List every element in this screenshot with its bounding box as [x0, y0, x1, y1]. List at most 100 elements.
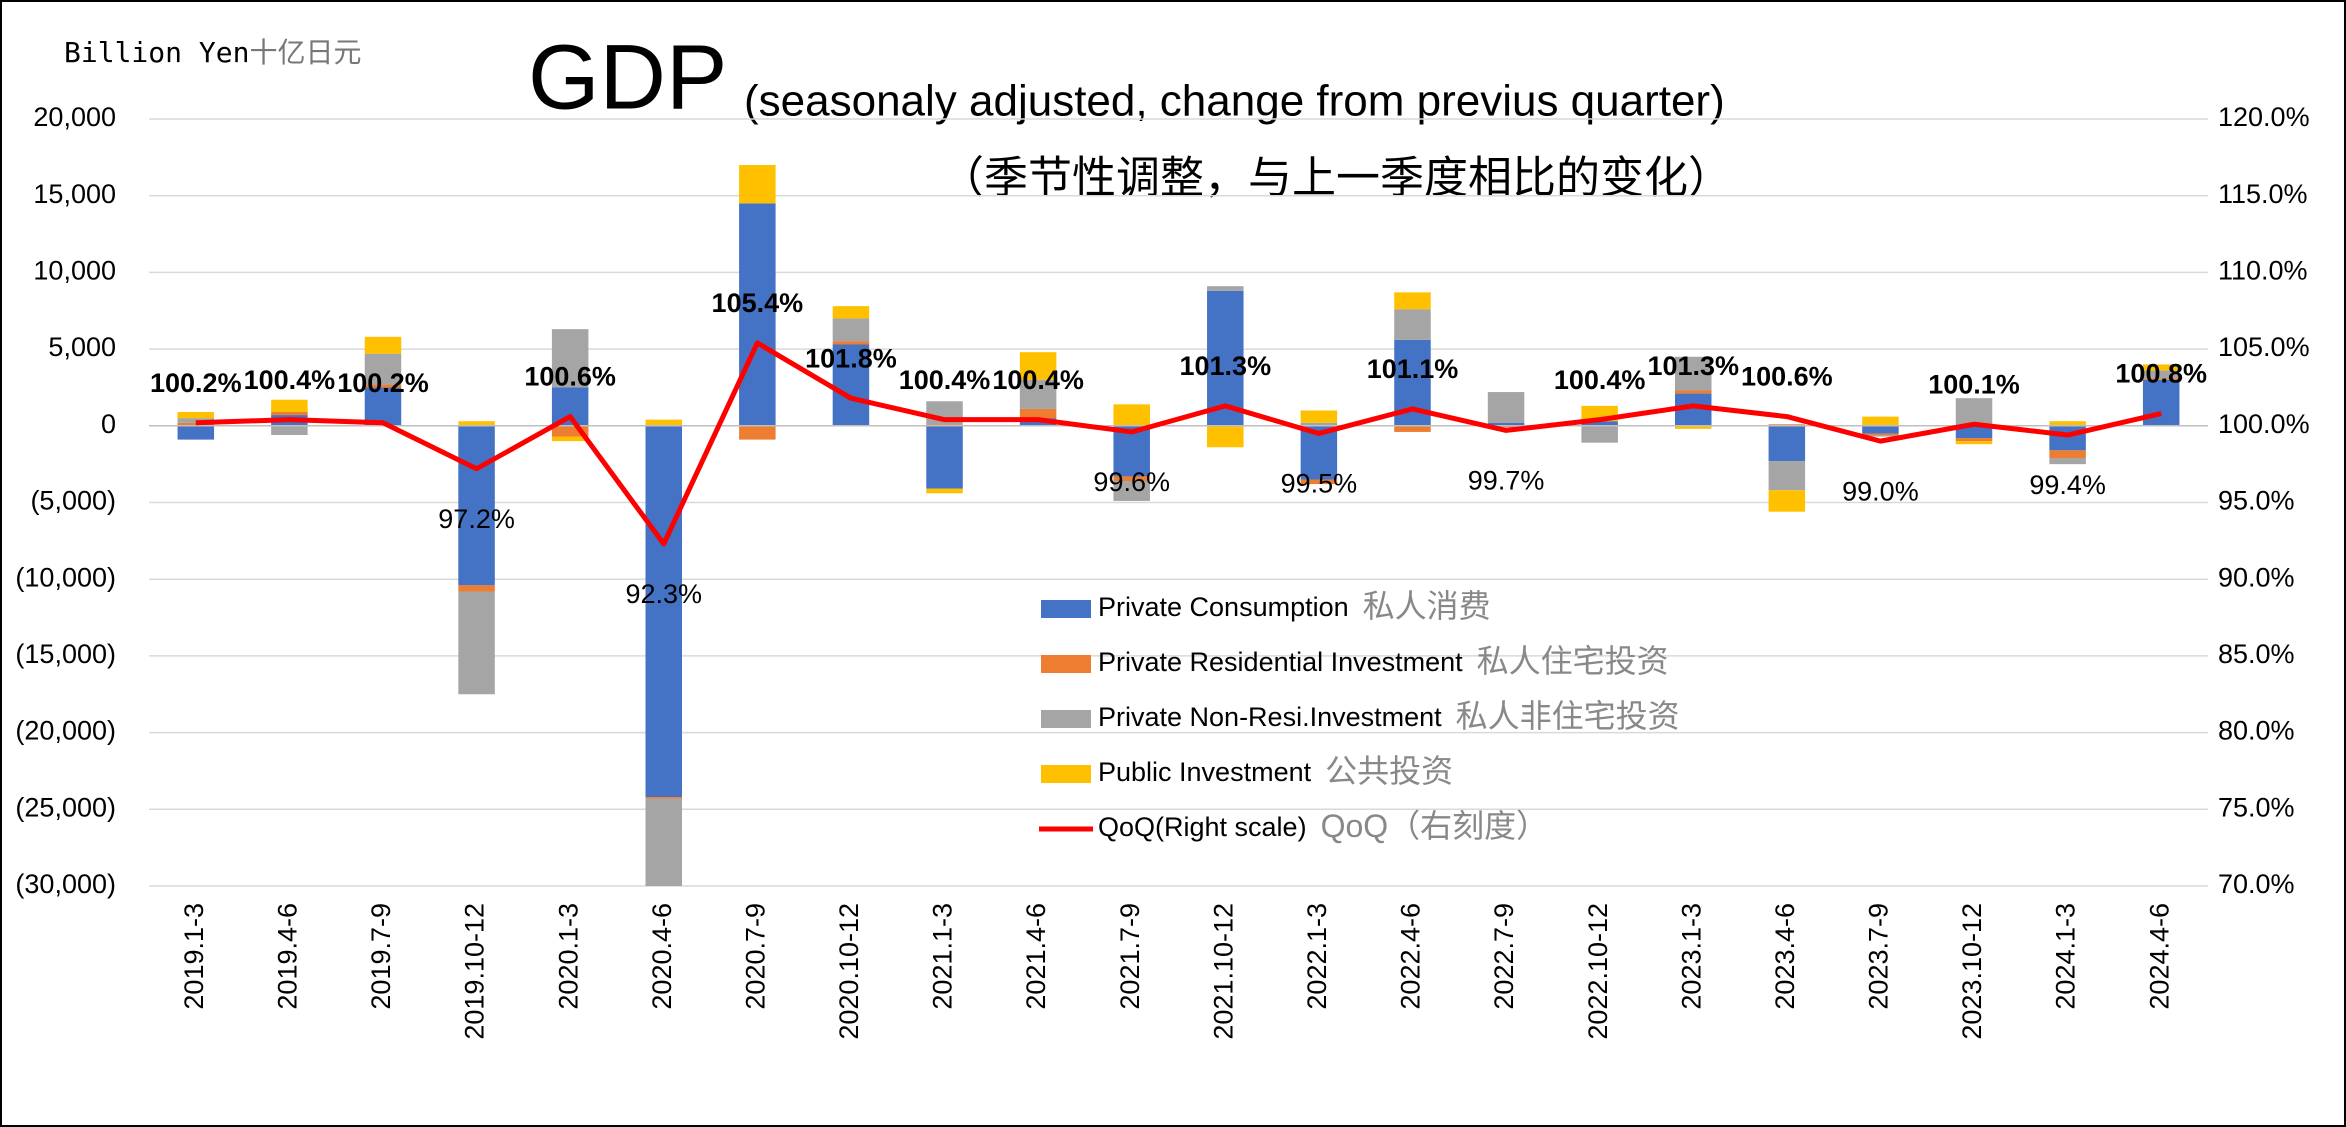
x-tick-label: 2021.4-6: [1021, 903, 1051, 1010]
bar-segment: [1207, 290, 1244, 426]
y-tick-label: 15,000: [33, 179, 116, 209]
data-label: 99.5%: [1281, 469, 1358, 499]
x-tick-label: 2019.1-3: [179, 903, 209, 1010]
y-tick-label: (15,000): [15, 639, 116, 669]
bar-segment: [1019, 408, 1057, 419]
x-tick-label: 2024.1-3: [2051, 903, 2081, 1010]
bar-segment: [1955, 398, 1993, 426]
bar-segment: [832, 306, 870, 319]
data-label: 99.6%: [1093, 467, 1170, 497]
legend-entry: Private Non-Resi.Investment 私人非住宅投资: [1098, 698, 1680, 734]
bar-segment: [1862, 425, 1899, 434]
data-label: 92.3%: [625, 579, 702, 609]
bar-segment: [1300, 479, 1338, 485]
x-tick-label: 2022.4-6: [1396, 903, 1426, 1010]
legend-name-zh: 公共投资: [1325, 753, 1453, 789]
x-tick-label: 2022.1-3: [1302, 903, 1332, 1010]
bar-segment: [645, 419, 683, 426]
data-label: 101.3%: [1647, 351, 1739, 381]
x-tick-label: 2022.7-9: [1489, 903, 1519, 1010]
legend-name: Private Consumption: [1098, 592, 1349, 622]
y-tick-label: (10,000): [15, 562, 116, 592]
legend-entry: Private Consumption 私人消费: [1098, 588, 1491, 624]
bar-segment: [177, 422, 215, 426]
data-label: 97.2%: [438, 504, 515, 534]
bar-segment: [1019, 352, 1057, 380]
bar-segment: [926, 488, 963, 494]
data-label: 99.4%: [2029, 470, 2106, 500]
legend-name: QoQ(Right scale): [1098, 812, 1307, 842]
bar-segment: [926, 424, 963, 426]
bar-segment: [2142, 370, 2180, 379]
bar-segment: [645, 425, 683, 798]
y-axis-label: Billion Yen十亿日元: [64, 36, 361, 69]
legend-swatch: [1041, 765, 1091, 783]
unit-zh: 十亿日元: [249, 36, 361, 69]
bar-segment: [1768, 424, 1806, 426]
x-tick-label: 2020.7-9: [740, 903, 770, 1010]
bar-segment: [1394, 292, 1431, 310]
bar-segment: [1113, 481, 1150, 501]
bar-segment: [271, 399, 308, 412]
legend-name-zh: 私人消费: [1363, 588, 1491, 624]
qoq-line: [195, 340, 2162, 547]
bar-segment: [1955, 438, 1993, 442]
bar-segment: [364, 336, 402, 354]
bar-segment: [1394, 425, 1431, 432]
bar-segment: [1113, 476, 1150, 482]
unit-en: Billion Yen: [64, 36, 249, 69]
y-tick-label: 5,000: [48, 332, 116, 362]
legend-swatch: [1041, 710, 1091, 728]
bar-segment: [2049, 450, 2086, 459]
bar-segment: [739, 425, 776, 440]
bar-segment: [2049, 458, 2086, 465]
bar-segment: [551, 329, 589, 388]
bar-segment: [1300, 410, 1338, 423]
bar-segment: [271, 425, 308, 436]
y2-tick-label: 110.0%: [2218, 256, 2308, 286]
data-label: 100.1%: [1928, 369, 2020, 399]
bar-segment: [1862, 433, 1899, 436]
bar-segment: [2142, 364, 2180, 371]
bar-segment: [1113, 404, 1150, 426]
bar-segment: [832, 344, 870, 426]
y-tick-label: (25,000): [15, 792, 116, 822]
chart-subtitle-zh: （季节性调整，与上一季度相比的变化）: [940, 154, 1732, 203]
x-tick-label: 2022.10-12: [1583, 903, 1613, 1040]
bar-segment: [1862, 435, 1899, 437]
y-tick-label: (30,000): [15, 869, 116, 899]
data-label: 101.1%: [1367, 354, 1459, 384]
bar-segment: [1581, 425, 1618, 443]
bar-segment: [1581, 421, 1618, 426]
legend-name-zh: 私人非住宅投资: [1456, 698, 1680, 734]
data-label: 100.6%: [1741, 362, 1833, 392]
legend-name-zh: 私人住宅投资: [1477, 643, 1669, 679]
bar-segment: [1674, 390, 1712, 394]
bar-segment: [1487, 422, 1525, 426]
x-tick-label: 2020.1-3: [553, 903, 583, 1010]
bar-segment: [739, 203, 776, 426]
chart-title: GDP: [528, 26, 727, 128]
y2-tick-label: 115.0%: [2218, 179, 2308, 209]
bar-segment: [1019, 379, 1057, 409]
x-tick-label: 2020.10-12: [834, 903, 864, 1040]
bar-segment: [1955, 425, 1993, 439]
bar-segment: [458, 591, 495, 695]
legend-entry: Public Investment 公共投资: [1098, 753, 1453, 789]
bar-segment: [1674, 356, 1712, 391]
y2-tick-label: 95.0%: [2218, 486, 2295, 516]
legend-name: Private Non-Resi.Investment: [1098, 702, 1442, 732]
y-tick-label: (5,000): [30, 486, 116, 516]
data-label: 100.8%: [2115, 359, 2207, 389]
data-label: 100.4%: [899, 365, 991, 395]
data-label: 105.4%: [712, 288, 804, 318]
x-tick-label: 2019.4-6: [273, 903, 303, 1010]
bar-segment: [1862, 416, 1899, 426]
legend-name-zh: QoQ（右刻度）: [1321, 808, 1549, 844]
x-tick-label: 2019.7-9: [366, 903, 396, 1010]
y-tick-label: 10,000: [33, 256, 116, 286]
y2-tick-label: 120.0%: [2218, 102, 2310, 132]
